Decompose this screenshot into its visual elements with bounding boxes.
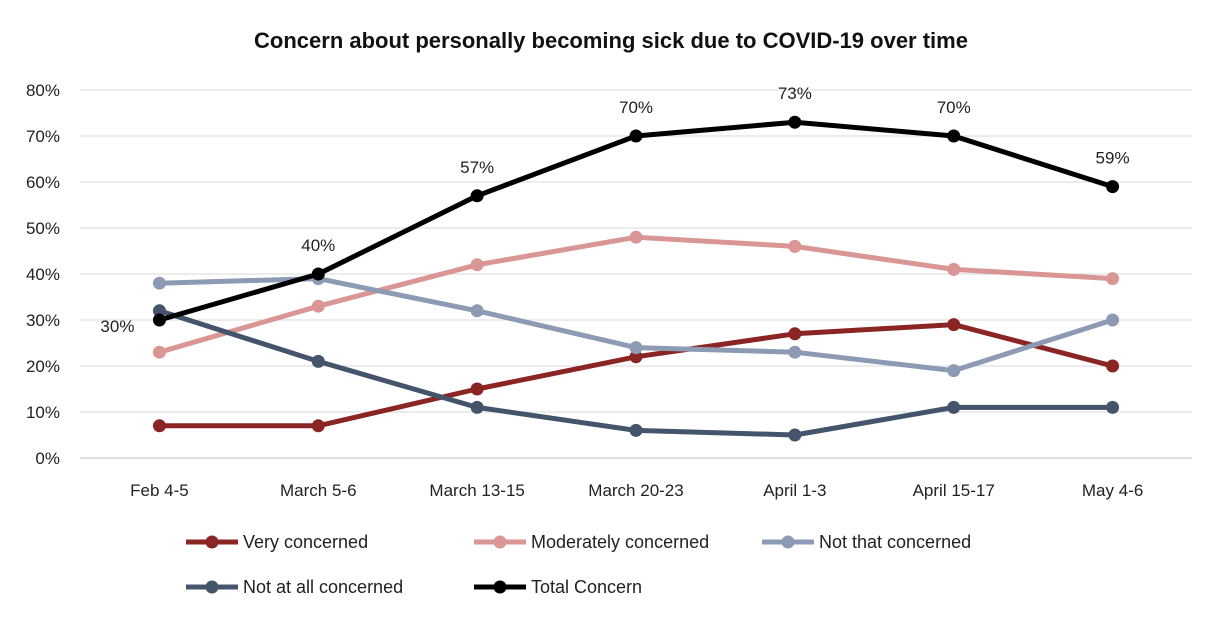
x-tick-label: March 20-23	[588, 481, 683, 500]
data-point	[629, 350, 643, 364]
legend-item-not-at-all-concerned: Not at all concerned	[186, 577, 403, 597]
x-tick-label: Feb 4-5	[130, 481, 189, 500]
y-tick-label: 0%	[35, 449, 60, 468]
data-point	[311, 419, 325, 433]
data-labels: 30% 40% 57% 70% 73% 70% 59%	[100, 84, 1129, 336]
legend-marker	[205, 580, 219, 594]
data-point	[629, 423, 643, 437]
data-point	[311, 299, 325, 313]
series-line	[159, 322, 1114, 429]
x-tick-label: April 15-17	[913, 481, 995, 500]
series-very-concerned	[152, 318, 1120, 433]
data-point	[152, 419, 166, 433]
y-tick-label: 50%	[26, 219, 60, 238]
data-label: 57%	[460, 158, 494, 177]
series-total-concern	[152, 115, 1120, 327]
data-point	[152, 313, 166, 327]
data-point	[470, 400, 484, 414]
data-label: 70%	[619, 98, 653, 117]
legend-item-very-concerned: Very concerned	[186, 532, 368, 552]
data-label: 40%	[301, 236, 335, 255]
y-tick-label: 70%	[26, 127, 60, 146]
data-point	[947, 262, 961, 276]
data-point	[152, 345, 166, 359]
data-point	[629, 230, 643, 244]
data-point	[470, 382, 484, 396]
y-tick-label: 60%	[26, 173, 60, 192]
data-label: 70%	[937, 98, 971, 117]
data-point	[1106, 400, 1120, 414]
data-point	[311, 267, 325, 281]
legend-label: Not at all concerned	[243, 577, 403, 597]
data-point	[1106, 180, 1120, 194]
data-point	[788, 239, 802, 253]
data-point	[947, 364, 961, 378]
data-label: 30%	[100, 317, 134, 336]
data-point	[947, 129, 961, 143]
series-not-at-all-concerned	[152, 304, 1120, 442]
legend-marker	[493, 580, 507, 594]
data-point	[152, 276, 166, 290]
x-tick-label: March 5-6	[280, 481, 357, 500]
data-point	[788, 345, 802, 359]
legend-marker	[781, 535, 795, 549]
legend-marker	[493, 535, 507, 549]
data-point	[629, 129, 643, 143]
y-tick-label: 10%	[26, 403, 60, 422]
legend-marker	[205, 535, 219, 549]
series-moderately-concerned	[152, 230, 1120, 359]
data-point	[629, 341, 643, 355]
legend-label: Very concerned	[243, 532, 368, 552]
y-tick-label: 30%	[26, 311, 60, 330]
data-point	[311, 354, 325, 368]
legend-label: Moderately concerned	[531, 532, 709, 552]
data-point	[470, 189, 484, 203]
legend-item-total-concern: Total Concern	[474, 577, 642, 597]
y-tick-label: 20%	[26, 357, 60, 376]
legend-item-not-that-concerned: Not that concerned	[762, 532, 971, 552]
data-point	[947, 400, 961, 414]
data-point	[1106, 272, 1120, 286]
x-axis-ticks: Feb 4-5 March 5-6 March 13-15 March 20-23 Ap…	[130, 481, 1143, 500]
data-label: 73%	[778, 84, 812, 103]
chart-title: Concern about personally becoming sick d…	[254, 28, 968, 53]
data-point	[470, 304, 484, 318]
y-tick-label: 40%	[26, 265, 60, 284]
data-point	[152, 304, 166, 318]
legend: Very concerned Moderately concerned Not th…	[186, 532, 971, 597]
data-label: 59%	[1096, 149, 1130, 168]
data-point	[788, 327, 802, 341]
y-tick-label: 80%	[26, 81, 60, 100]
legend-item-moderately-concerned: Moderately concerned	[474, 532, 709, 552]
x-tick-label: March 13-15	[429, 481, 524, 500]
data-point	[788, 115, 802, 129]
data-point	[470, 258, 484, 272]
series-line	[158, 119, 1114, 323]
legend-label: Total Concern	[531, 577, 642, 597]
data-point	[1106, 313, 1120, 327]
data-point	[947, 318, 961, 332]
x-tick-label: May 4-6	[1082, 481, 1143, 500]
data-point	[788, 428, 802, 442]
data-point	[1106, 359, 1120, 373]
x-tick-label: April 1-3	[763, 481, 826, 500]
series-lines	[152, 115, 1120, 442]
y-axis-ticks: 0% 10% 20% 30% 40% 50% 60% 70% 80%	[26, 81, 60, 468]
legend-label: Not that concerned	[819, 532, 971, 552]
